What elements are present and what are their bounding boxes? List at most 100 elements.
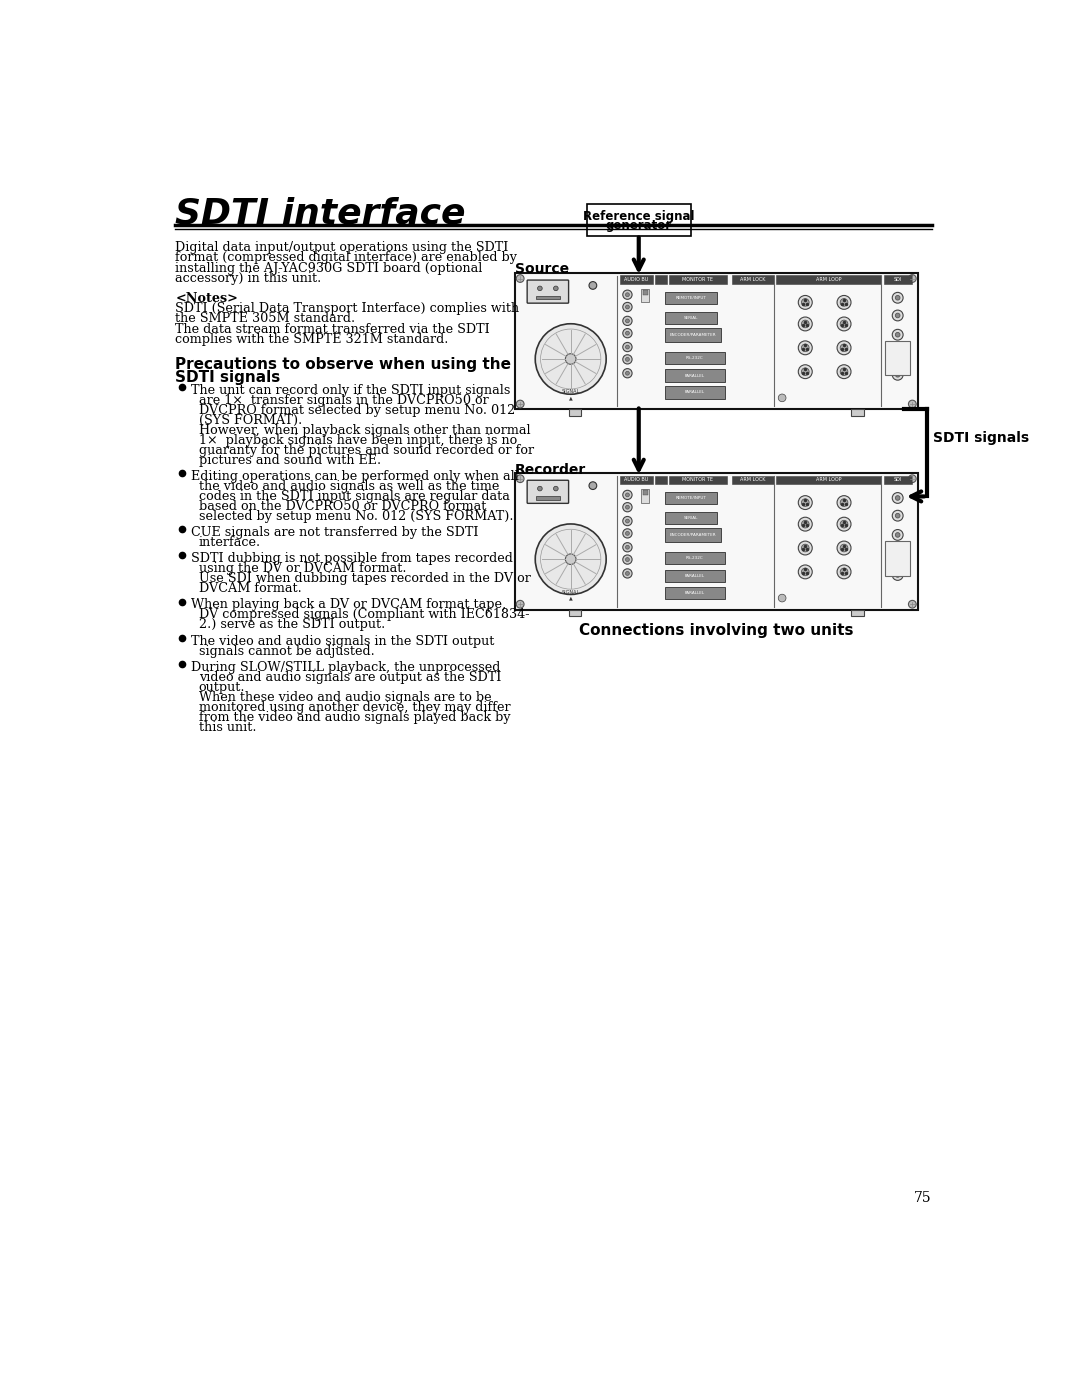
Circle shape <box>895 373 900 377</box>
Circle shape <box>623 555 632 564</box>
Circle shape <box>895 295 900 300</box>
FancyBboxPatch shape <box>665 570 725 583</box>
Text: Recorder: Recorder <box>515 462 586 476</box>
FancyBboxPatch shape <box>515 274 918 409</box>
Circle shape <box>837 564 851 578</box>
Text: AUDIO BU: AUDIO BU <box>624 277 649 282</box>
Bar <box>569 409 581 415</box>
Circle shape <box>625 358 630 362</box>
Text: the SMPTE 305M standard.: the SMPTE 305M standard. <box>175 313 355 326</box>
FancyBboxPatch shape <box>665 552 725 564</box>
FancyBboxPatch shape <box>527 481 568 503</box>
Circle shape <box>554 286 558 291</box>
Circle shape <box>779 594 786 602</box>
Bar <box>536 296 559 299</box>
Bar <box>775 475 880 485</box>
FancyBboxPatch shape <box>665 312 717 324</box>
Text: the video and audio signals as well as the time: the video and audio signals as well as t… <box>199 481 499 493</box>
Text: PARALLEL: PARALLEL <box>685 391 705 394</box>
Text: 75: 75 <box>914 1190 932 1204</box>
Text: pictures and sound with EE.: pictures and sound with EE. <box>199 454 380 467</box>
Text: SDI: SDI <box>893 478 902 482</box>
Bar <box>643 490 648 495</box>
Text: PARALLEL: PARALLEL <box>685 574 705 578</box>
Circle shape <box>892 292 903 303</box>
Text: PARALLEL: PARALLEL <box>685 591 705 595</box>
Text: using the DV or DVCAM format.: using the DV or DVCAM format. <box>199 562 406 576</box>
Circle shape <box>908 475 916 482</box>
Bar <box>883 475 912 485</box>
Text: Digital data input/output operations using the SDTI: Digital data input/output operations usi… <box>175 240 509 254</box>
Text: (SYS FORMAT).: (SYS FORMAT). <box>199 414 301 426</box>
Circle shape <box>589 282 597 289</box>
Circle shape <box>623 291 632 299</box>
Text: are 1×  transfer signals in the DVCPRO50 or: are 1× transfer signals in the DVCPRO50 … <box>199 394 488 407</box>
Circle shape <box>801 520 809 528</box>
Circle shape <box>837 295 851 309</box>
Circle shape <box>837 317 851 331</box>
Circle shape <box>892 330 903 339</box>
Circle shape <box>623 355 632 365</box>
Bar <box>569 609 581 616</box>
Circle shape <box>895 552 900 556</box>
Text: SIGNAL
▲: SIGNAL ▲ <box>562 590 580 601</box>
Bar <box>642 489 649 503</box>
Circle shape <box>623 342 632 352</box>
Circle shape <box>895 313 900 317</box>
Circle shape <box>840 499 848 506</box>
FancyBboxPatch shape <box>515 474 918 609</box>
Text: guaranty for the pictures and sound recorded or for: guaranty for the pictures and sound reco… <box>199 444 534 457</box>
Circle shape <box>840 545 848 552</box>
Circle shape <box>566 353 576 365</box>
Circle shape <box>516 275 524 282</box>
Text: video and audio signals are output as the SDTI: video and audio signals are output as th… <box>199 671 501 685</box>
Bar <box>620 475 653 485</box>
Circle shape <box>895 513 900 518</box>
Text: signals cannot be adjusted.: signals cannot be adjusted. <box>199 644 375 658</box>
Circle shape <box>625 531 630 535</box>
Circle shape <box>892 510 903 521</box>
Circle shape <box>623 529 632 538</box>
Circle shape <box>798 517 812 531</box>
Text: this unit.: this unit. <box>199 721 256 733</box>
Circle shape <box>516 400 524 408</box>
Text: The unit can record only if the SDTI input signals: The unit can record only if the SDTI inp… <box>191 384 510 397</box>
Circle shape <box>625 293 630 296</box>
Bar <box>669 475 727 485</box>
Text: CUE signals are not transferred by the SDTI: CUE signals are not transferred by the S… <box>191 527 478 539</box>
Text: format (compressed digital interface) are enabled by: format (compressed digital interface) ar… <box>175 251 517 264</box>
FancyBboxPatch shape <box>586 204 691 236</box>
Text: When playing back a DV or DVCAM format tape,: When playing back a DV or DVCAM format t… <box>191 598 505 612</box>
Text: SDTI signals: SDTI signals <box>933 432 1029 446</box>
Circle shape <box>801 344 809 352</box>
Circle shape <box>837 541 851 555</box>
Circle shape <box>516 475 524 482</box>
Text: AUDIO BU: AUDIO BU <box>624 478 649 482</box>
Circle shape <box>625 493 630 497</box>
Circle shape <box>625 545 630 549</box>
Bar <box>669 275 727 284</box>
Text: Precautions to observe when using the: Precautions to observe when using the <box>175 358 511 373</box>
Circle shape <box>536 524 606 595</box>
Text: ARM LOOP: ARM LOOP <box>815 277 841 282</box>
Text: The data stream format transferred via the SDTI: The data stream format transferred via t… <box>175 323 490 335</box>
Circle shape <box>623 542 632 552</box>
Text: Connections involving two units: Connections involving two units <box>579 623 853 638</box>
Circle shape <box>895 573 900 577</box>
Text: based on the DVCPRO50 or DVCPRO format: based on the DVCPRO50 or DVCPRO format <box>199 500 486 513</box>
Circle shape <box>840 520 848 528</box>
Text: During SLOW/STILL playback, the unprocessed: During SLOW/STILL playback, the unproces… <box>191 661 500 673</box>
Circle shape <box>625 520 630 522</box>
Text: 2.) serve as the SDTI output.: 2.) serve as the SDTI output. <box>199 619 384 631</box>
FancyBboxPatch shape <box>665 492 717 504</box>
Circle shape <box>623 503 632 511</box>
Text: MONITOR TE: MONITOR TE <box>683 478 713 482</box>
Text: SDTI interface: SDTI interface <box>175 196 465 231</box>
Circle shape <box>892 493 903 503</box>
Circle shape <box>892 549 903 560</box>
Text: ARM LOOP: ARM LOOP <box>815 478 841 482</box>
Circle shape <box>566 553 576 564</box>
Text: SERIAL: SERIAL <box>684 515 698 520</box>
Circle shape <box>798 541 812 555</box>
Text: <Notes>: <Notes> <box>175 292 239 305</box>
